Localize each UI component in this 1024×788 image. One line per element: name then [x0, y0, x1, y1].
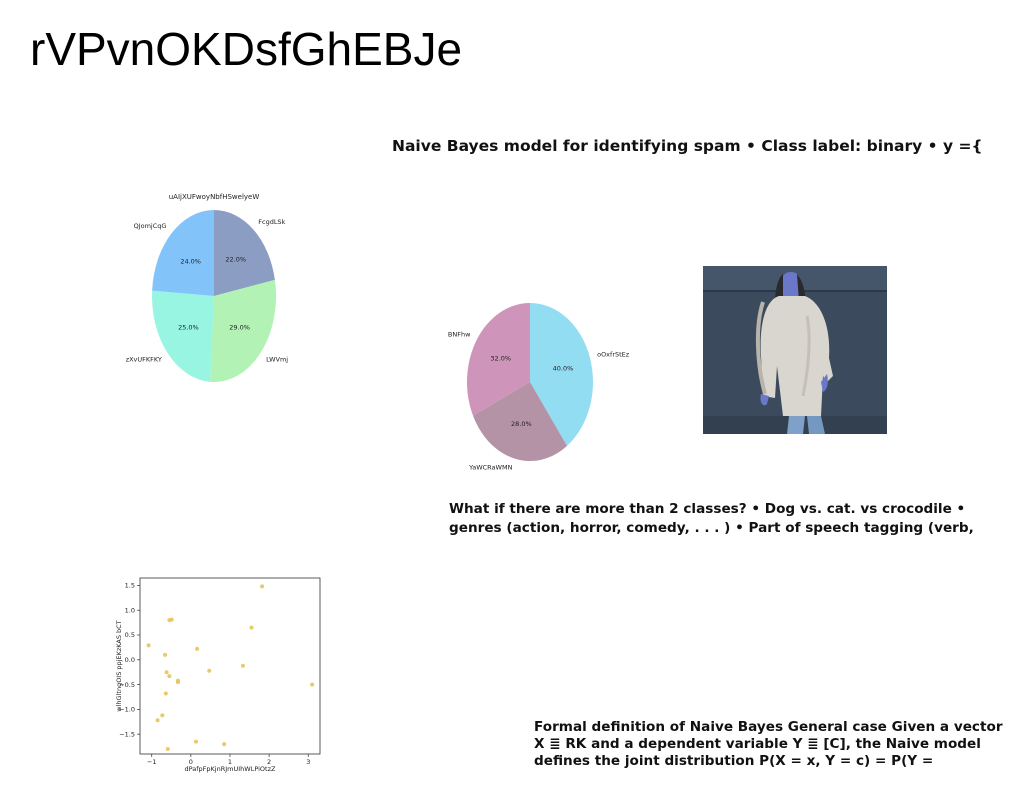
scatter-point	[155, 718, 160, 723]
pie1-category-label: LWVmj	[266, 356, 288, 364]
pie1-category-label: FcgdLSk	[258, 218, 285, 226]
text-block-formal-definition: Formal definition of Naive Bayes General…	[534, 719, 1003, 769]
scatter-xtick-label: 1	[228, 758, 232, 766]
pie-chart-1-title: uAIjXUFwoyNbfHSwelyeW	[169, 193, 260, 201]
scatter-point	[195, 646, 200, 651]
pie1-category-label: zXvUFKFKY	[126, 356, 162, 364]
scatter-point	[164, 670, 169, 675]
scatter-point	[160, 713, 165, 718]
scatter-xtick-label: 2	[267, 758, 271, 766]
scatter-point	[146, 643, 151, 648]
scatter-point	[169, 617, 174, 622]
scatter-point	[165, 747, 170, 752]
scatter-ytick-label: 1.0	[125, 606, 135, 614]
pie1-slice	[152, 210, 214, 296]
scatter-point	[167, 618, 172, 623]
text-block-multiclass: What if there are more than 2 classes? •…	[449, 501, 974, 536]
pie2-pct-label: 28.0%	[511, 420, 532, 428]
scatter-point	[163, 652, 168, 657]
pie1-pct-label: 22.0%	[225, 256, 246, 264]
text-block-spam: Naive Bayes model for identifying spam •…	[392, 137, 983, 155]
pie2-slice	[467, 303, 530, 416]
pie1-slice	[152, 290, 214, 382]
pie2-category-label: oOxfrStEz	[597, 351, 630, 359]
slide-title: rVPvnOKDsfGhEBJe	[30, 23, 463, 75]
pie1-category-label: QJomjCqG	[134, 222, 167, 230]
scatter-ytick-label: −1.5	[119, 730, 135, 738]
scatter-point	[193, 739, 198, 744]
scatter-point	[310, 682, 315, 687]
scatter-ytick-label: −1.0	[119, 706, 135, 714]
scatter-point	[163, 691, 168, 696]
scatter-xtick-label: 3	[306, 758, 310, 766]
scatter-point	[222, 742, 227, 747]
scatter-ytick-label: −0.5	[119, 681, 135, 689]
pie2-pct-label: 32.0%	[490, 355, 511, 363]
scatter-xtick-label: 0	[189, 758, 193, 766]
pie2-pct-label: 40.0%	[553, 365, 574, 373]
scatter-plot-frame	[139, 577, 321, 755]
scatter-point	[207, 668, 212, 673]
pie1-pct-label: 24.0%	[180, 258, 201, 266]
scatter-ytick-label: 0.0	[125, 656, 135, 664]
pie2-category-label: YaWCRaWMN	[468, 464, 512, 472]
scatter-point	[249, 625, 254, 630]
scatter-point	[175, 680, 180, 685]
scatter-ylabel: wlhGltngOIS ppjEKzKAS bCT	[115, 620, 123, 711]
pie1-pct-label: 29.0%	[229, 323, 250, 331]
pie2-slice	[472, 382, 568, 461]
pie2-slice	[530, 303, 593, 446]
scatter-point	[175, 678, 180, 683]
pie2-category-label: BNFhw	[448, 331, 471, 339]
scatter-point	[240, 663, 245, 668]
pie1-pct-label: 25.0%	[178, 323, 199, 331]
pie1-slice	[210, 279, 276, 383]
pie1-slice	[214, 210, 275, 296]
fashion-photo	[703, 266, 887, 434]
scatter-ytick-label: 1.5	[125, 582, 135, 590]
scatter-ytick-label: 0.5	[125, 631, 135, 639]
scatter-point	[167, 674, 172, 679]
scatter-xtick-label: −1	[147, 758, 157, 766]
scatter-xlabel: dPafpFpKjnRJmUIhWLPiOtzZ	[185, 765, 276, 773]
scatter-point	[260, 584, 265, 589]
